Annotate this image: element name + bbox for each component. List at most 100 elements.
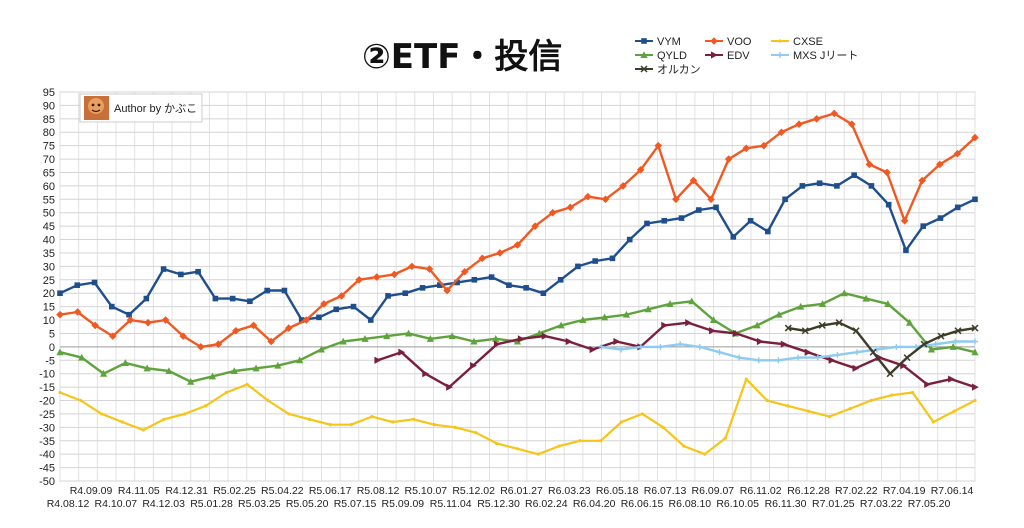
series-vym-point	[695, 207, 702, 213]
series-voo-point	[848, 120, 856, 128]
series-voo-point	[918, 176, 927, 185]
series-voo-point	[478, 254, 487, 263]
series-qyld-point	[470, 337, 478, 345]
x-tick-label: R5.05.20	[286, 498, 329, 510]
series-vym-point	[730, 234, 737, 240]
series-qyld-point	[187, 377, 195, 385]
series-cxse-point	[453, 425, 457, 429]
series-qyld-point	[361, 335, 369, 342]
x-tick-label: R6.11.02	[740, 485, 782, 497]
legend-marker	[640, 51, 648, 58]
series-mxs-jreit-point	[834, 351, 841, 358]
series-vym-point	[903, 247, 909, 254]
legend-marker	[777, 52, 783, 58]
legend-marker	[710, 37, 718, 45]
series-vym-point	[782, 196, 788, 203]
series-voo-point	[91, 321, 99, 330]
y-tick-label: 55	[43, 194, 55, 206]
x-tick-label: R5.03.25	[238, 498, 281, 510]
series-voo-point	[337, 292, 346, 300]
x-tick-label: R6.01.27	[500, 485, 543, 497]
author-text: Author by かぶこ	[114, 102, 197, 115]
series-qyld-point	[448, 332, 456, 340]
series-qyld-point	[404, 329, 413, 337]
series-vym-point	[661, 217, 668, 224]
series-cxse-point	[349, 423, 353, 427]
series-edv-point	[661, 321, 669, 329]
y-tick-label: -25	[39, 409, 55, 421]
series-vym-point	[488, 274, 495, 280]
series-voo-point	[249, 321, 258, 330]
series-edv-point	[541, 332, 549, 340]
series-qyld-point	[862, 294, 870, 302]
series-edv-point	[470, 362, 477, 370]
series-vym-point	[799, 183, 806, 189]
series-qyld-point	[339, 337, 347, 345]
series-cxse	[58, 377, 977, 456]
series-voo-point	[513, 241, 522, 249]
series-vym-point	[816, 180, 823, 187]
series-qyld-point	[317, 345, 326, 353]
series-mxs-jreit-point	[736, 354, 743, 361]
series-mxs-jreit-point	[716, 349, 723, 356]
series-vym-point	[143, 295, 150, 302]
series-cxse-point	[661, 425, 665, 429]
x-tick-label: R5.02.25	[213, 485, 256, 497]
series-vym-point	[367, 317, 374, 323]
series-edv	[374, 319, 979, 391]
x-tick-label: R5.10.07	[405, 485, 448, 497]
series-voo-point	[812, 115, 821, 123]
series-mxs-jreit-point	[677, 341, 684, 348]
series-qyld-point	[252, 364, 260, 372]
x-tick-label: R5.11.04	[430, 498, 472, 510]
legend-item: EDV	[705, 50, 750, 62]
series-vym-point	[229, 295, 236, 302]
series-voo-point	[496, 249, 504, 257]
series-vym-point	[506, 282, 512, 288]
series-cxse-point	[432, 423, 436, 427]
series-cxse-point	[99, 412, 104, 416]
series-edv-point	[493, 340, 501, 348]
series-mxs-jreit-point	[972, 338, 978, 345]
series-cxse-point	[203, 404, 208, 408]
author-avatar-icon	[84, 96, 109, 120]
legend-label: EDV	[727, 50, 750, 62]
series-mxs-jreit-point	[873, 346, 880, 353]
series-vym-point	[471, 276, 478, 283]
series-cxse-point	[703, 452, 707, 456]
series-qyld-point	[971, 348, 979, 356]
series-vym-point	[91, 279, 98, 286]
y-tick-label: 60	[43, 181, 55, 193]
series-orukan-point	[954, 327, 962, 335]
series-mxs-jreit-point	[618, 346, 625, 353]
series-edv-point	[780, 340, 788, 348]
series-qyld-point	[99, 369, 108, 377]
series-voo-point	[760, 141, 768, 150]
series-cxse-point	[141, 428, 145, 432]
y-tick-label: 90	[43, 100, 55, 112]
series-voo-point	[390, 270, 399, 279]
series-voo-point	[900, 216, 909, 225]
x-tick-label: R7.02.22	[835, 485, 878, 497]
series-qyld-point	[557, 321, 565, 329]
series-orukan-point	[818, 321, 826, 329]
series-voo-point	[108, 332, 117, 340]
series-mxs-jreit-point	[598, 343, 605, 350]
x-tick-label: R6.09.07	[692, 485, 735, 497]
series-voo-point	[302, 316, 311, 324]
x-tick-label: R5.04.22	[261, 485, 304, 497]
series-layer	[56, 109, 979, 456]
series-cxse-point	[931, 420, 936, 424]
series-voo-point	[320, 300, 328, 308]
series-qyld-point	[601, 313, 609, 321]
series-voo-point	[425, 265, 434, 273]
x-tick-label: R6.05.18	[596, 485, 639, 497]
series-vym-point	[626, 236, 633, 243]
series-voo-point	[548, 208, 557, 217]
series-voo-point	[865, 160, 874, 169]
series-vym-point	[108, 303, 115, 310]
series-qyld-point	[492, 335, 500, 342]
legend-item: CXSE	[771, 36, 823, 48]
series-qyld-point	[622, 310, 631, 318]
series-qyld-point	[666, 300, 674, 307]
